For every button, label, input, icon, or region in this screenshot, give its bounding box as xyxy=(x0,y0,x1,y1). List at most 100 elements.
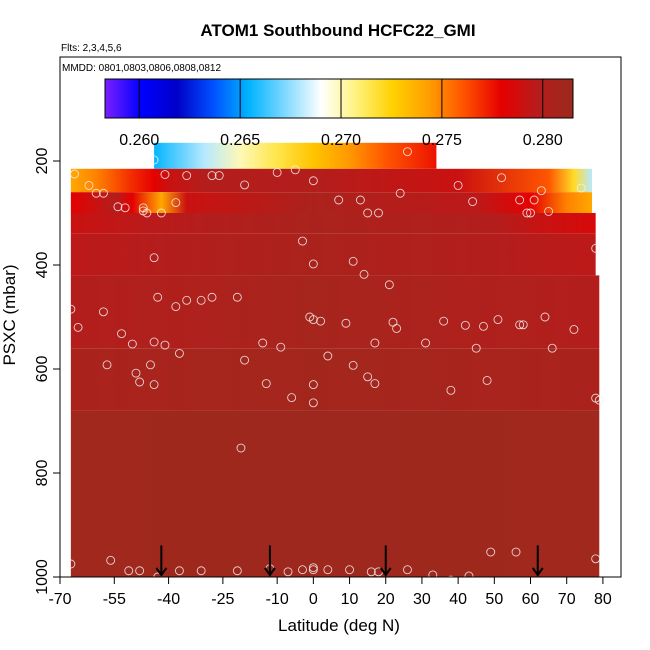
data-point xyxy=(576,183,586,193)
x-tick-label: -40 xyxy=(157,591,180,608)
x-tick-label: -10 xyxy=(266,591,289,608)
data-point xyxy=(207,292,217,302)
data-point xyxy=(518,320,528,330)
heatmap-layer xyxy=(154,142,437,169)
data-point xyxy=(526,208,535,218)
data-point xyxy=(355,195,365,205)
data-point xyxy=(240,355,250,365)
y-tick-label: 200 xyxy=(34,148,51,175)
chart-subtitle-flights: Flts: 2,3,4,5,6 xyxy=(61,43,122,54)
x-tick-label: -25 xyxy=(211,591,234,608)
data-point xyxy=(149,155,159,165)
data-point xyxy=(594,395,604,405)
x-tick-label: 30 xyxy=(413,591,431,608)
x-tick-label: 60 xyxy=(522,591,540,608)
data-point xyxy=(149,380,159,390)
data-point xyxy=(70,169,79,179)
data-point xyxy=(529,195,539,205)
data-point xyxy=(66,559,76,569)
data-point xyxy=(156,208,166,218)
chart-subtitle-dates: MMDD: 0801,0803,0806,0808,0812 xyxy=(62,63,221,74)
data-point xyxy=(196,295,206,305)
data-point xyxy=(591,243,601,253)
x-tick-label: 10 xyxy=(341,591,359,608)
data-point xyxy=(98,188,108,198)
data-point xyxy=(276,342,286,352)
data-point xyxy=(460,320,470,330)
data-point xyxy=(135,566,145,576)
data-point xyxy=(182,295,192,305)
heatmap-layer xyxy=(70,192,593,213)
y-tick-label: 600 xyxy=(34,356,51,383)
data-point xyxy=(236,443,246,453)
data-point xyxy=(149,253,159,263)
data-point xyxy=(207,171,217,181)
data-point xyxy=(308,398,318,408)
y-axis: 200 400 600 800 1000 xyxy=(34,148,60,595)
y-tick-label: 1000 xyxy=(34,559,51,595)
data-point xyxy=(287,393,297,403)
data-point xyxy=(515,195,525,205)
data-point xyxy=(323,565,333,575)
data-point xyxy=(540,312,550,322)
heatmap-layer xyxy=(70,233,596,276)
x-tick-label: -55 xyxy=(103,591,126,608)
data-point xyxy=(395,188,405,198)
heatmap-layers xyxy=(70,142,600,577)
data-point xyxy=(98,307,108,317)
colorbar-tick-label: 0.265 xyxy=(220,132,260,149)
data-point xyxy=(482,375,492,385)
data-point xyxy=(308,176,318,186)
data-point xyxy=(515,320,525,330)
flight-arrow-head xyxy=(155,567,168,577)
data-point xyxy=(182,171,192,181)
data-point xyxy=(308,259,318,269)
data-point xyxy=(174,348,184,358)
data-point xyxy=(403,565,412,575)
x-tick-label: 0 xyxy=(309,591,318,608)
data-point xyxy=(522,208,532,218)
data-point xyxy=(308,563,318,573)
data-point xyxy=(174,566,184,576)
data-point xyxy=(261,379,271,389)
data-point xyxy=(366,567,376,577)
data-point xyxy=(153,292,163,302)
data-point xyxy=(359,269,369,279)
data-point xyxy=(308,315,318,325)
x-tick-label: 80 xyxy=(594,591,612,608)
data-point xyxy=(149,337,159,347)
data-point xyxy=(160,340,170,350)
data-point xyxy=(102,360,112,370)
data-point xyxy=(196,566,206,576)
colorbar-tick-label: 0.270 xyxy=(321,132,361,149)
data-point xyxy=(171,302,181,312)
data-point xyxy=(113,202,123,212)
data-point xyxy=(453,180,463,190)
data-point xyxy=(66,304,76,314)
data-point xyxy=(131,368,141,378)
data-point xyxy=(153,572,163,577)
colorbar-tick-label: 0.260 xyxy=(119,132,159,149)
data-point xyxy=(214,171,224,181)
data-point xyxy=(374,208,383,218)
data-point xyxy=(497,173,507,183)
x-axis-label: Latitude (deg N) xyxy=(278,616,400,635)
data-point xyxy=(464,571,474,577)
data-point xyxy=(290,165,300,175)
data-point xyxy=(272,167,282,177)
plot-frame xyxy=(59,56,622,578)
x-tick-label: 40 xyxy=(449,591,467,608)
data-point xyxy=(363,208,373,218)
flight-arrow-head xyxy=(379,567,392,577)
data-point xyxy=(84,180,94,190)
data-point xyxy=(124,566,134,576)
data-point xyxy=(120,203,130,213)
data-point xyxy=(403,147,412,157)
data-point xyxy=(171,198,181,208)
data-point xyxy=(547,343,557,353)
data-point xyxy=(428,570,438,577)
data-point xyxy=(341,318,351,328)
data-point xyxy=(138,203,148,213)
data-points xyxy=(66,147,604,577)
data-point xyxy=(232,566,242,576)
